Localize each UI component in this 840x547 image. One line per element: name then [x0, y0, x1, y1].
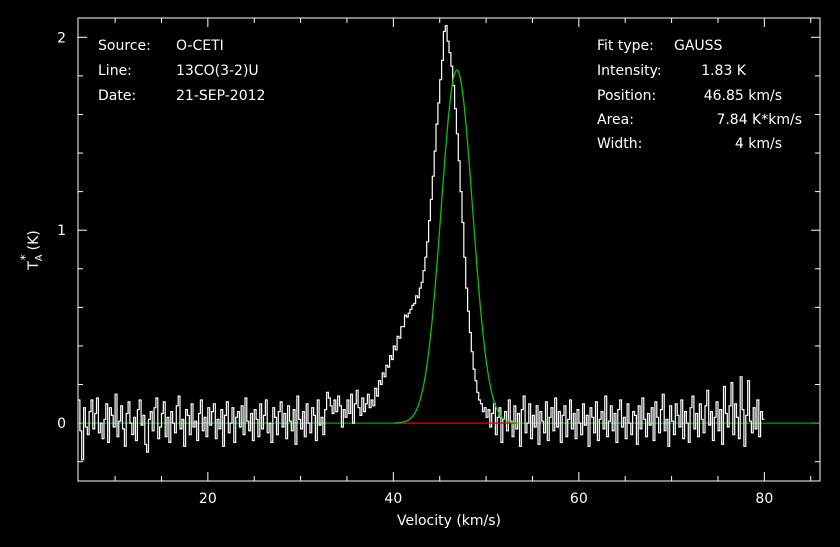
info-right-value-0: 1.83 K [701, 63, 747, 79]
plot-frame [77, 17, 821, 482]
info-right-value-1: 46.85 km/s [704, 88, 782, 104]
info-left-value-1: 13CO(3-2)U [176, 63, 259, 79]
x-tick-label: 20 [199, 491, 217, 507]
fit-type-value: GAUSS [674, 38, 723, 54]
spectrum-line [78, 25, 765, 461]
info-left-key-0: Source: [98, 38, 151, 54]
info-left-value-2: 21-SEP-2012 [176, 88, 265, 104]
info-right-value-3: 4 km/s [735, 136, 782, 152]
y-axis-label-superscript: * [18, 254, 32, 260]
info-left: Source: O-CETI Line: 13CO(3-2)U Date: 21… [98, 38, 265, 104]
y-tick-label: 2 [57, 30, 66, 46]
info-left-value-0: O-CETI [176, 38, 224, 54]
info-right: Fit type: GAUSS Intensity: 1.83 K Positi… [597, 38, 802, 152]
x-axis-label: Velocity (km/s) [397, 513, 501, 529]
y-axis-label: TA* (K) [18, 230, 45, 271]
fit-type-label: Fit type: [597, 38, 654, 54]
y-tick-label: 0 [57, 416, 66, 432]
info-left-key-1: Line: [98, 63, 132, 79]
info-right-key-2: Area: [597, 112, 634, 128]
plot-lines [78, 25, 820, 461]
info-left-key-2: Date: [98, 88, 136, 104]
x-axis-ticks: 20 40 60 80 [114, 18, 812, 507]
x-tick-label: 80 [755, 491, 773, 507]
y-tick-label: 1 [57, 223, 66, 239]
svg-text:TA*(K): TA* (K) [18, 230, 45, 271]
gaussian-fit-line [393, 69, 518, 424]
info-right-key-3: Width: [597, 136, 642, 152]
y-axis-label-subscript: A [34, 254, 45, 261]
info-right-key-0: Intensity: [597, 63, 662, 79]
x-tick-label: 60 [570, 491, 588, 507]
y-axis-label-symbol: T [26, 261, 42, 271]
y-axis-label-unit: (K) [26, 230, 42, 250]
x-tick-label: 40 [384, 491, 402, 507]
info-right-key-1: Position: [597, 88, 656, 104]
info-right-value-2: 7.84 K*km/s [716, 112, 802, 128]
